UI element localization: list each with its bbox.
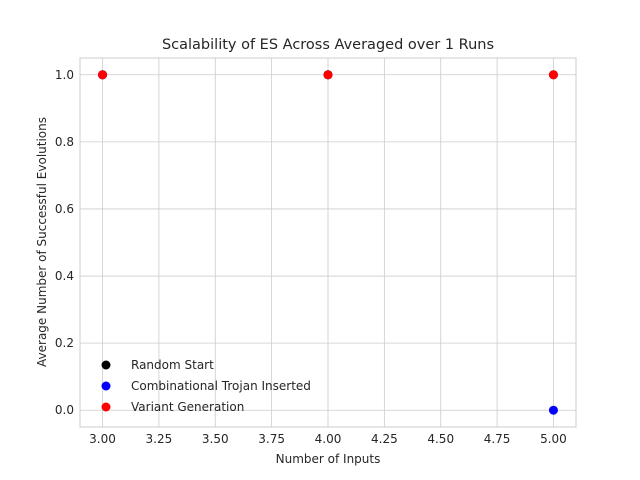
x-tick-label: 4.75 [484,432,511,446]
tick-labels: 3.00 3.25 3.50 3.75 4.00 4.25 4.50 4.75 5.00 0.0 0… [55,68,567,446]
legend-marker [101,402,111,412]
legend-label: Variant Generation [131,400,244,414]
x-tick-label: 3.00 [89,432,116,446]
x-tick-label: 4.00 [315,432,342,446]
data-point [98,70,108,80]
legend: Random Start Combinational Trojan Inserte… [101,358,311,414]
series [98,70,558,80]
grid [80,58,576,427]
data-points [98,70,558,415]
legend-label: Combinational Trojan Inserted [131,379,311,393]
x-tick-label: 4.50 [427,432,454,446]
data-point [548,405,558,415]
x-tick-label: 3.75 [258,432,285,446]
y-tick-label: 0.0 [55,403,74,417]
legend-marker [101,381,111,391]
x-tick-label: 5.00 [540,432,567,446]
y-tick-label: 0.8 [55,135,74,149]
plot-area [79,57,577,428]
x-tick-label: 3.50 [202,432,229,446]
legend-label: Random Start [131,358,214,372]
legend-marker [101,360,111,370]
y-tick-label: 1.0 [55,68,74,82]
y-axis-label: Average Number of Successful Evolutions [35,117,49,367]
x-tick-label: 4.25 [371,432,398,446]
data-point [548,70,558,80]
chart-title: Scalability of ES Across Averaged over 1… [162,37,494,53]
y-tick-label: 0.6 [55,202,74,216]
y-tick-label: 0.2 [55,336,74,350]
y-tick-label: 0.4 [55,269,74,283]
x-axis-label: Number of Inputs [276,452,381,466]
data-point [323,70,333,80]
x-tick-label: 3.25 [146,432,173,446]
